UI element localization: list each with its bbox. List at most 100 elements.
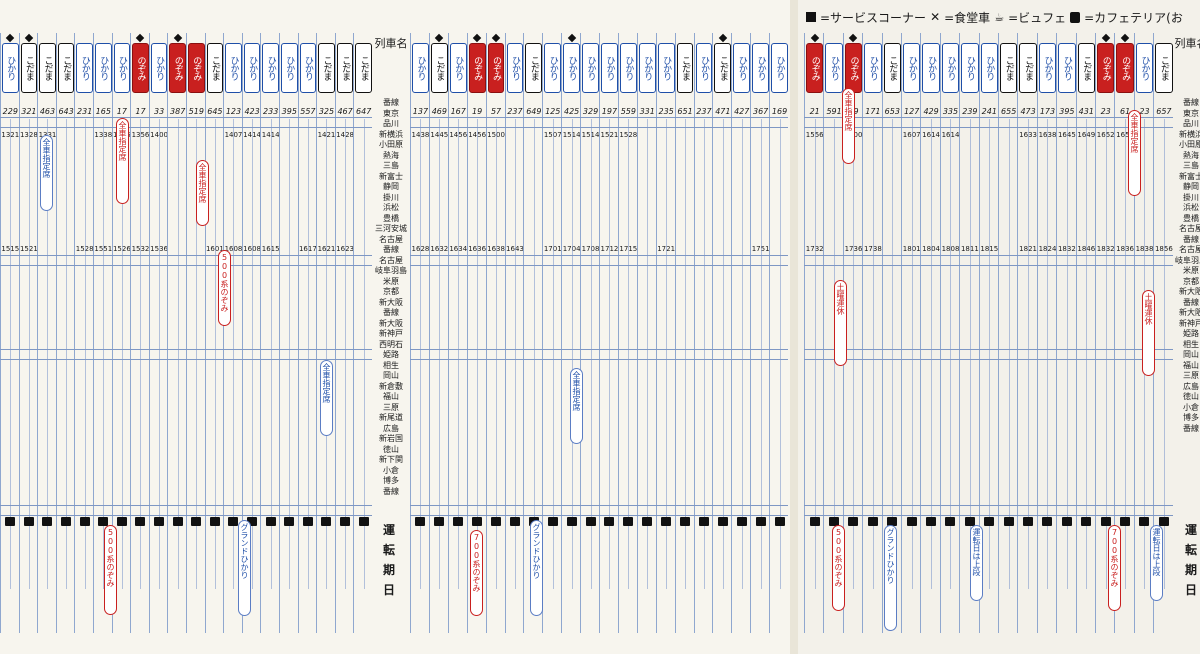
train-name-hikari: ひかり (752, 43, 770, 93)
train-number: 643 (58, 107, 74, 116)
station-label: 姫路 (1183, 329, 1199, 338)
service-corner-icon (566, 517, 577, 526)
service-corner-icon (116, 517, 127, 526)
train-name-nozomi: のぞみ (806, 43, 824, 93)
arrival-time: 1621 (317, 245, 336, 254)
pass-through-line (140, 119, 142, 589)
arrival-time: 1623 (336, 245, 355, 254)
unten-char: 期 (1184, 563, 1197, 577)
train-number: 127 (904, 107, 920, 116)
service-corner-icon (926, 517, 937, 526)
arrival-time: 1521 (20, 245, 39, 254)
train-column: のぞみ 17 1356 1532 (130, 33, 150, 633)
service-corner-icon (547, 517, 558, 526)
train-number: 17 (116, 107, 127, 116)
pass-through-line (28, 119, 30, 589)
service-corner-icon (98, 517, 109, 526)
station-label: 豊橋 (383, 213, 399, 223)
station-label: 京都 (1183, 276, 1199, 286)
grid-rule (804, 117, 1173, 118)
pass-through-line (685, 119, 687, 589)
train-name-kodama: こだま (206, 43, 224, 93)
train-name-hikari: ひかり (563, 43, 581, 93)
service-corner-icon (906, 517, 917, 526)
pass-through-line (1008, 119, 1010, 589)
pass-through-line (233, 119, 235, 589)
station-label: 品川 (1183, 119, 1199, 128)
train-name-hikari: ひかり (150, 43, 168, 93)
train-name-kodama: こだま (883, 43, 901, 93)
train-name-nozomi: のぞみ (1097, 43, 1115, 93)
grid-rule (804, 505, 1173, 506)
timetable-page-right: =サービスコーナー ✕ =食堂車 ☕ =ビュフェ =カフェテリア(お のぞみ 21… (798, 0, 1200, 654)
train-number: 239 (962, 107, 978, 116)
station-label: 名古屋 (379, 255, 403, 265)
train-number: 325 (318, 107, 335, 116)
timetable-grid-center: ひかり13714381628こだま46914451632ひかり167145616… (410, 33, 788, 633)
service-corner-icon (1120, 517, 1131, 526)
service-note: 運転日は上段 (970, 525, 983, 601)
station-label: 番線 (383, 308, 399, 317)
station-label: 新下関 (379, 455, 403, 464)
service-corner-icon (23, 517, 34, 526)
train-column: ひかり3671751 (750, 33, 770, 633)
service-note: 全車指定席 (40, 135, 53, 211)
service-corner-icon (964, 517, 975, 526)
train-column: ひかり 423 1414 1608 (241, 33, 262, 633)
pass-through-line (363, 119, 365, 589)
arrival-time: 1601 (206, 245, 225, 254)
train-column: ひかり2371643 (504, 33, 525, 633)
grid-rule (0, 127, 372, 128)
pass-through-line (10, 119, 12, 589)
station-label: 小倉 (383, 465, 399, 475)
diamond-icon (849, 33, 858, 43)
train-name-header: 列車名 (1174, 37, 1200, 50)
station-label: 京都 (383, 287, 399, 296)
service-corner-icon (79, 517, 90, 526)
train-column: こだま 655 (998, 33, 1018, 633)
train-column: ひかり42515141704 (561, 33, 581, 633)
train-column: ひかり2351721 (655, 33, 676, 633)
train-name-kodama: こだま (318, 43, 335, 93)
train-number: 169 (771, 107, 788, 116)
train-number: 321 (21, 107, 37, 116)
station-label: 品川 (383, 119, 399, 128)
train-name-hikari: ひかり (619, 43, 637, 93)
train-number: 649 (526, 107, 542, 116)
departure-time: 1400 (150, 131, 169, 140)
service-note: 700系のぞみ (1108, 525, 1121, 611)
train-name-kodama: こだま (20, 43, 38, 93)
grid-rule (0, 359, 372, 360)
pass-through-line (196, 119, 198, 589)
pass-through-line (270, 119, 272, 589)
pass-through-line (892, 119, 894, 589)
grid-rule (0, 265, 372, 266)
diamond-icon (173, 33, 182, 43)
pass-through-line (1125, 119, 1127, 589)
train-name-hikari: ひかり (243, 43, 261, 93)
train-column: こだま47316331821 (1017, 33, 1037, 633)
service-corner-icon (247, 517, 258, 526)
train-name-hikari: ひかり (2, 43, 19, 93)
diamond-icon (810, 33, 819, 43)
diamond-icon (1120, 33, 1130, 43)
train-number: 647 (356, 107, 372, 116)
unten-char: 運 (1184, 523, 1197, 537)
service-corner-icon (661, 517, 672, 526)
train-column: ひかり 233 1414 1615 (260, 33, 280, 633)
train-name-hikari: ひかり (961, 43, 979, 93)
service-note: 全車指定席 (320, 360, 333, 436)
legend-service-corner: =サービスコーナー (820, 10, 927, 25)
station-label: 福山 (1183, 360, 1199, 370)
train-number: 425 (563, 107, 580, 116)
train-name-hikari: ひかり (95, 43, 112, 93)
train-number: 173 (1039, 107, 1056, 116)
train-number: 23 (1139, 107, 1150, 116)
train-number: 329 (582, 107, 599, 116)
station-label: 広島 (383, 423, 399, 433)
legend-bar: =サービスコーナー ✕ =食堂車 ☕ =ビュフェ =カフェテリア(お (806, 6, 1183, 28)
pass-through-line (477, 119, 479, 589)
train-column: ひかり2391811 (959, 33, 979, 633)
train-name-kodama: こだま (355, 43, 372, 93)
train-number: 473 (1020, 107, 1036, 116)
